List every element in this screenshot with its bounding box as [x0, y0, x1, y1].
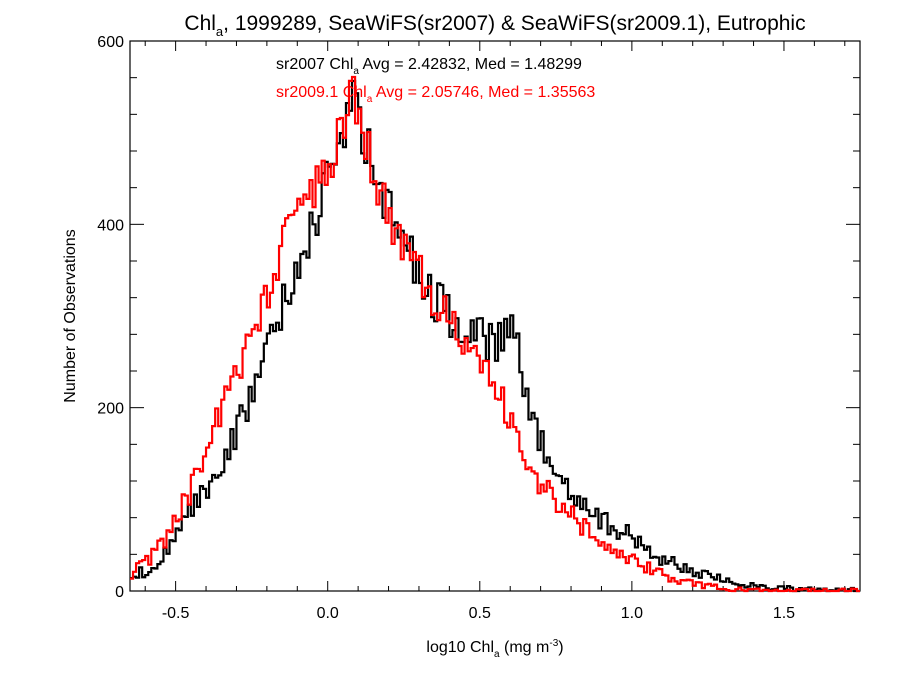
y-axis-ticks: 0 200 400 600 — [97, 34, 860, 601]
chart-title-post: , 1999289, SeaWiFS(sr2007) & SeaWiFS(sr2… — [223, 12, 805, 35]
chart-title-sub: a — [216, 24, 224, 39]
annotation-sr2009-sub: a — [367, 94, 373, 105]
series-line-sr2007 — [130, 79, 860, 593]
chart-title: Chla, 1999289, SeaWiFS(sr2007) & SeaWiFS… — [184, 12, 805, 39]
annotation-sr2009-post: Avg = 2.05746, Med = 1.35563 — [372, 84, 595, 101]
y-tick-label: 600 — [97, 34, 124, 51]
y-axis-label: Number of Observations — [62, 229, 79, 402]
x-axis-label-mid: (mg m — [500, 639, 550, 656]
annotation-sr2007-pre: sr2007 Chl — [276, 56, 353, 73]
x-tick-label: 1.5 — [773, 605, 795, 622]
y-tick-label: 400 — [97, 217, 124, 234]
annotation-sr2007-post: Avg = 2.42832, Med = 1.48299 — [359, 56, 582, 73]
annotation-sr2009: sr2009.1 Chla Avg = 2.05746, Med = 1.355… — [276, 84, 595, 105]
x-tick-label: 1.0 — [621, 605, 643, 622]
x-axis-label-post: ) — [558, 639, 563, 656]
x-axis-label: log10 Chla (mg m-3) — [426, 638, 563, 660]
x-tick-label: 0.0 — [317, 605, 339, 622]
annotation-sr2009-pre: sr2009.1 Chl — [276, 84, 367, 101]
x-axis-label-sup: -3 — [549, 638, 558, 649]
x-axis-label-pre: log10 Chl — [426, 639, 494, 656]
plot-area — [129, 40, 861, 592]
x-tick-label: 0.5 — [469, 605, 491, 622]
x-axis-ticks: -0.5 0.0 0.5 1.0 1.5 — [144, 41, 846, 622]
y-tick-label: 200 — [97, 401, 124, 418]
y-tick-label: 0 — [115, 584, 124, 601]
x-axis-label-sub: a — [494, 649, 500, 660]
annotation-sr2007-sub: a — [353, 66, 359, 77]
series-layer — [130, 75, 860, 593]
chart-title-pre: Chl — [184, 12, 216, 35]
x-tick-label: -0.5 — [162, 605, 190, 622]
series-line-sr2009-1 — [130, 75, 860, 593]
annotation-sr2007: sr2007 Chla Avg = 2.42832, Med = 1.48299 — [276, 56, 582, 77]
